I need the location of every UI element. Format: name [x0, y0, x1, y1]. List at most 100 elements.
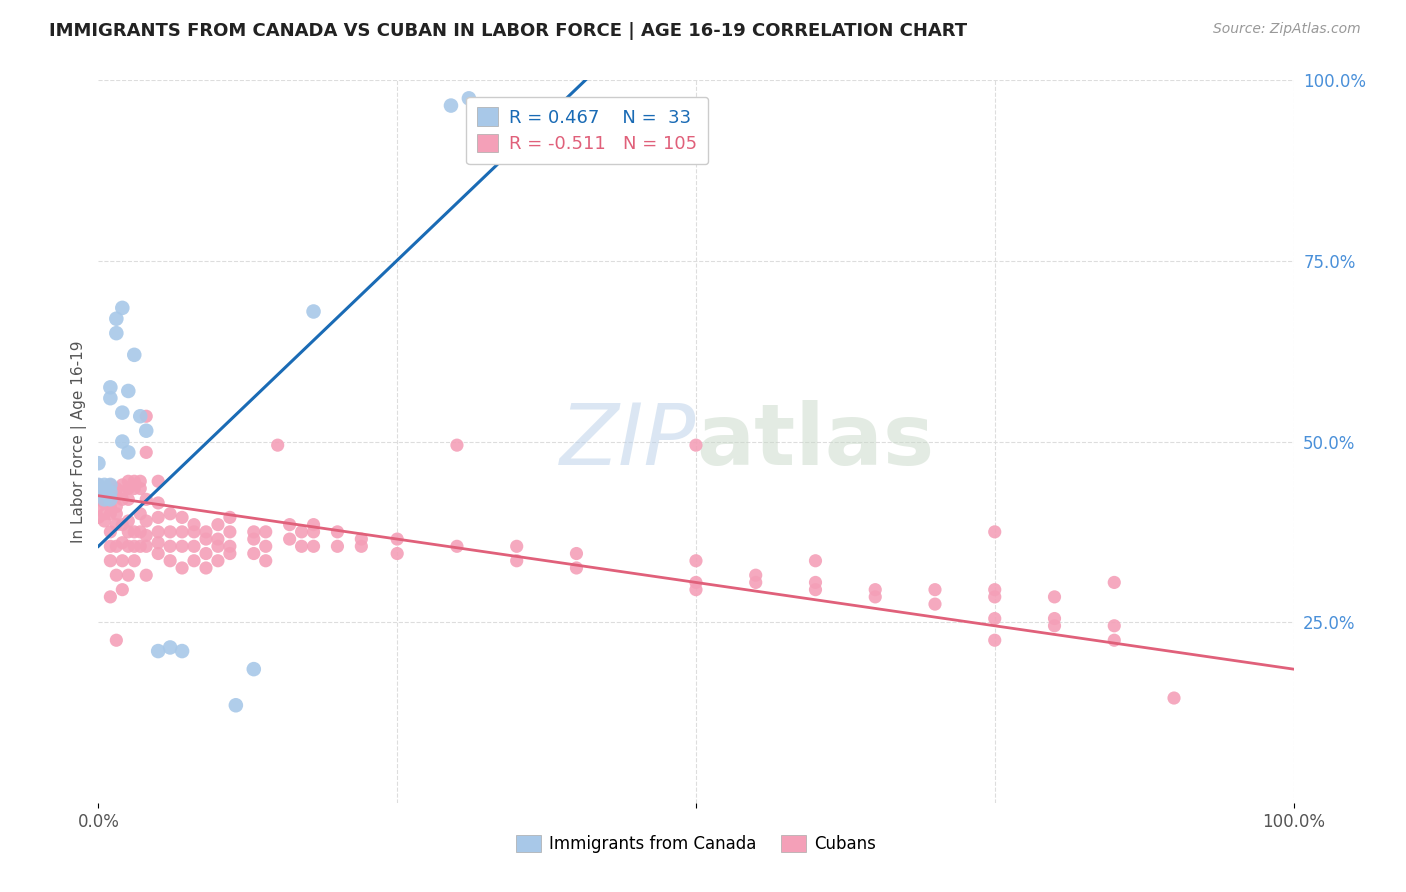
Point — [98, 507, 122, 521]
Point — [302, 517, 325, 532]
Point — [207, 539, 229, 553]
Point — [148, 535, 170, 549]
Point — [111, 406, 134, 420]
Point — [446, 539, 468, 553]
Point — [172, 524, 194, 539]
Point — [105, 539, 128, 553]
Point — [440, 98, 463, 112]
Point — [195, 547, 218, 561]
Point — [506, 554, 529, 568]
Point — [302, 524, 325, 539]
Point — [135, 424, 157, 438]
Point — [129, 539, 152, 553]
Point — [87, 478, 110, 492]
Point — [506, 539, 529, 553]
Point — [1104, 575, 1126, 590]
Point — [93, 514, 115, 528]
Point — [98, 492, 122, 507]
Point — [117, 445, 139, 459]
Point — [105, 517, 128, 532]
Point — [105, 500, 128, 514]
Point — [254, 554, 277, 568]
Point — [183, 524, 205, 539]
Point — [207, 554, 229, 568]
Point — [984, 590, 1007, 604]
Point — [129, 507, 152, 521]
Point — [267, 438, 290, 452]
Point — [685, 554, 707, 568]
Point — [124, 554, 146, 568]
Point — [117, 384, 139, 398]
Legend: Immigrants from Canada, Cubans: Immigrants from Canada, Cubans — [509, 828, 883, 860]
Point — [924, 597, 946, 611]
Point — [183, 554, 205, 568]
Point — [385, 532, 409, 546]
Point — [924, 582, 946, 597]
Point — [117, 568, 139, 582]
Point — [159, 640, 181, 655]
Point — [172, 539, 194, 553]
Point — [219, 524, 242, 539]
Point — [984, 633, 1007, 648]
Point — [1163, 691, 1185, 706]
Point — [117, 475, 139, 489]
Point — [219, 539, 242, 553]
Point — [804, 582, 827, 597]
Point — [148, 496, 170, 510]
Point — [93, 492, 115, 507]
Point — [93, 496, 115, 510]
Point — [135, 409, 157, 424]
Point — [98, 492, 122, 507]
Point — [565, 561, 588, 575]
Point — [172, 510, 194, 524]
Point — [105, 633, 128, 648]
Point — [111, 485, 134, 500]
Point — [87, 485, 110, 500]
Point — [135, 445, 157, 459]
Point — [98, 391, 122, 405]
Point — [172, 644, 194, 658]
Point — [87, 485, 110, 500]
Point — [87, 492, 110, 507]
Point — [207, 517, 229, 532]
Point — [98, 478, 122, 492]
Point — [350, 532, 373, 546]
Point — [458, 91, 481, 105]
Point — [291, 524, 314, 539]
Point — [685, 582, 707, 597]
Point — [219, 547, 242, 561]
Point — [183, 539, 205, 553]
Point — [117, 492, 139, 507]
Point — [225, 698, 247, 713]
Point — [291, 539, 314, 553]
Point — [243, 532, 266, 546]
Point — [129, 482, 152, 496]
Point — [685, 438, 707, 452]
Point — [302, 539, 325, 553]
Point — [111, 554, 134, 568]
Point — [98, 478, 122, 492]
Point — [124, 539, 146, 553]
Point — [865, 582, 887, 597]
Point — [1104, 633, 1126, 648]
Point — [98, 380, 122, 394]
Point — [326, 524, 349, 539]
Point — [1043, 590, 1066, 604]
Text: Source: ZipAtlas.com: Source: ZipAtlas.com — [1213, 22, 1361, 37]
Point — [745, 575, 768, 590]
Point — [87, 510, 110, 524]
Point — [124, 524, 146, 539]
Point — [135, 528, 157, 542]
Point — [93, 482, 115, 496]
Point — [745, 568, 768, 582]
Point — [124, 475, 146, 489]
Y-axis label: In Labor Force | Age 16-19: In Labor Force | Age 16-19 — [72, 340, 87, 543]
Point — [195, 532, 218, 546]
Point — [111, 492, 134, 507]
Point — [243, 524, 266, 539]
Point — [135, 539, 157, 553]
Point — [159, 539, 181, 553]
Text: IMMIGRANTS FROM CANADA VS CUBAN IN LABOR FORCE | AGE 16-19 CORRELATION CHART: IMMIGRANTS FROM CANADA VS CUBAN IN LABOR… — [49, 22, 967, 40]
Point — [207, 532, 229, 546]
Point — [98, 539, 122, 553]
